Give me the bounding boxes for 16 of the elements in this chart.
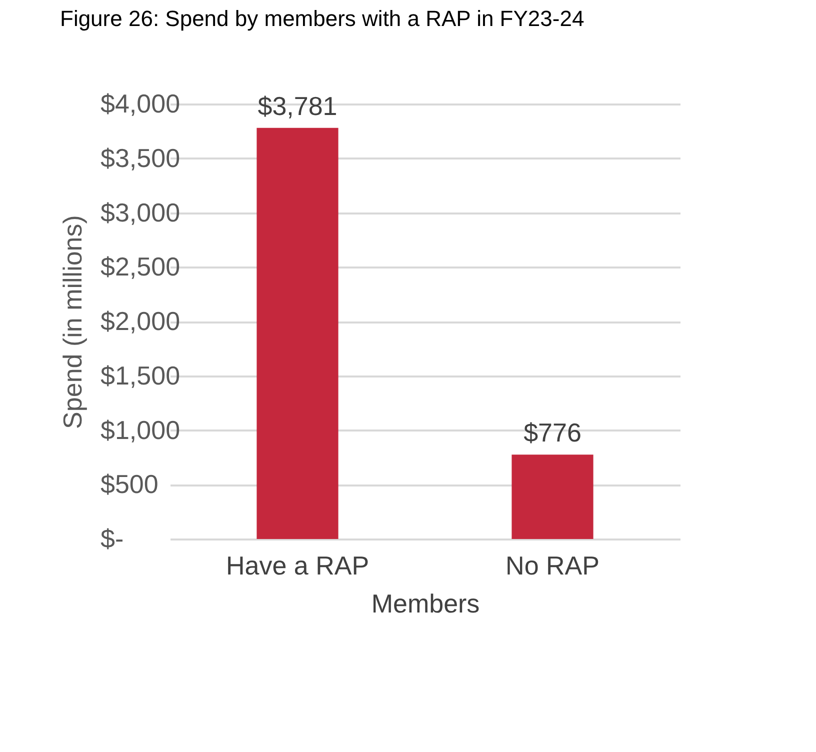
y-tick-label: $4,000 <box>100 88 180 118</box>
y-tick-label: $3,500 <box>100 142 180 173</box>
x-axis-title: Members <box>371 588 480 618</box>
chart-title: Figure 26: Spend by members with a RAP in FY23-24 <box>60 6 584 31</box>
x-tick-label: No RAP <box>506 550 600 580</box>
data-label: $3,781 <box>258 90 338 121</box>
x-tick-label: Have a RAP <box>226 550 370 580</box>
y-tick-label: $- <box>100 524 124 554</box>
data-label: $776 <box>524 418 582 448</box>
y-tick-label: $2,500 <box>100 252 180 282</box>
y-tick-label: $3,000 <box>100 197 180 228</box>
y-axis-title: Spend (in millions) <box>58 215 88 429</box>
y-tick-label: $1,500 <box>100 360 180 390</box>
y-tick-label: $500 <box>100 469 158 500</box>
y-tick-label: $1,000 <box>100 414 180 445</box>
y-tick-label: $2,000 <box>100 306 180 336</box>
